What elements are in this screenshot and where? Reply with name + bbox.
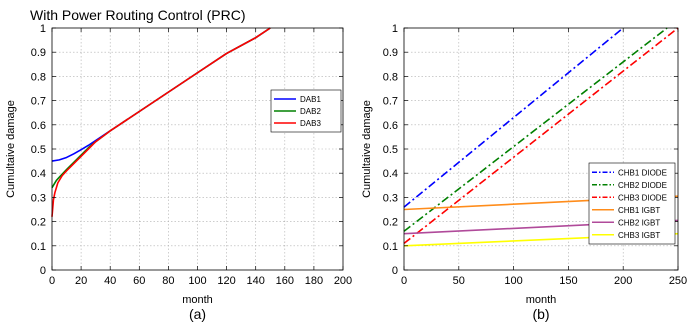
y-tick-label: 1 — [40, 23, 46, 35]
y-tick-label: 0.2 — [31, 217, 46, 229]
y-tick-label: 0.9 — [383, 47, 398, 59]
chart-panel-a: 0 20 40 60 80 100 120 140 160 180 200 0 0.1 0.2 0.3 0.4… — [5, 7, 352, 322]
y-tick-label: 0.3 — [383, 192, 398, 204]
chart-panel-b: 0 50 100 150 200 250 0 0.1 0.2 0.3 0.4 0.5 0.6 0.7 0.8… — [361, 23, 687, 322]
y-tick-label: 0.2 — [383, 217, 398, 229]
y-tick-label: 0.7 — [31, 96, 46, 108]
y-tick-label: 0.7 — [383, 96, 398, 108]
legend-entry: CHB1 IGBT — [618, 206, 660, 215]
y-tick-label: 0.5 — [31, 144, 46, 156]
x-tick-label: 100 — [504, 275, 522, 287]
y-tick-label: 0.1 — [31, 241, 46, 253]
x-tick-label: 140 — [247, 275, 265, 287]
x-tick-label: 50 — [453, 275, 465, 287]
series-line-chb2-diode — [403, 27, 668, 232]
x-tick-label: 150 — [559, 275, 577, 287]
x-tick-label: 120 — [217, 275, 235, 287]
y-tick-label: 0.4 — [383, 168, 398, 180]
ticks: 0 20 40 60 80 100 120 140 160 180 200 0 0.1 0.2 0.3 0.4… — [31, 23, 352, 287]
x-tick-label: 200 — [334, 275, 352, 287]
y-tick-label: 0.6 — [31, 120, 46, 132]
y-tick-label: 0.3 — [31, 192, 46, 204]
y-axis-label: Cumultaive damage — [5, 100, 17, 198]
series-line-chb1-diode — [403, 27, 624, 208]
y-tick-label: 0.6 — [383, 120, 398, 132]
legend-entry: CHB1 DIODE — [618, 168, 667, 177]
y-tick-label: 0.9 — [31, 47, 46, 59]
x-tick-label: 0 — [401, 275, 407, 287]
ticks: 0 50 100 150 200 250 0 0.1 0.2 0.3 0.4 0.5 0.6 0.7 0.8… — [383, 23, 687, 287]
x-tick-label: 80 — [162, 275, 174, 287]
y-tick-label: 0.8 — [31, 71, 46, 83]
x-tick-label: 60 — [133, 275, 145, 287]
legend: CHB1 DIODE CHB2 DIODE CHB3 DIODE CHB1 IGBT C… — [588, 162, 676, 245]
x-tick-label: 200 — [614, 275, 632, 287]
legend-entry: CHB2 IGBT — [618, 218, 660, 227]
legend-box — [588, 162, 676, 245]
series-line-dab3 — [51, 27, 271, 217]
y-tick-label: 0.1 — [383, 241, 398, 253]
y-tick-label: 0.4 — [31, 168, 46, 180]
chart-title: With Power Routing Control (PRC) — [30, 7, 246, 23]
x-axis-label: month — [182, 294, 213, 306]
panel-caption: (b) — [532, 306, 549, 322]
legend-entry: DAB1 — [300, 95, 321, 104]
x-tick-label: 180 — [305, 275, 323, 287]
x-tick-label: 250 — [669, 275, 687, 287]
y-tick-label: 0.8 — [383, 71, 398, 83]
legend-entry: DAB2 — [300, 107, 321, 116]
x-tick-label: 20 — [75, 275, 87, 287]
legend-entry: CHB3 IGBT — [618, 231, 660, 240]
y-tick-label: 0.5 — [383, 144, 398, 156]
legend: DAB1 DAB2 DAB3 — [270, 89, 342, 133]
x-tick-label: 0 — [49, 275, 55, 287]
x-tick-label: 100 — [188, 275, 206, 287]
y-axis-label: Cumultaive damage — [361, 100, 373, 198]
x-tick-label: 40 — [104, 275, 116, 287]
legend-entry: CHB3 DIODE — [618, 193, 667, 202]
legend-entry: CHB2 DIODE — [618, 181, 667, 190]
y-tick-label: 0 — [40, 265, 46, 277]
x-tick-label: 160 — [276, 275, 294, 287]
legend-entry: DAB3 — [300, 119, 321, 128]
y-tick-label: 1 — [392, 23, 398, 35]
x-axis-label: month — [526, 294, 557, 306]
panel-caption: (a) — [189, 306, 206, 322]
series-line-chb3-diode — [403, 27, 679, 245]
y-tick-label: 0 — [392, 265, 398, 277]
